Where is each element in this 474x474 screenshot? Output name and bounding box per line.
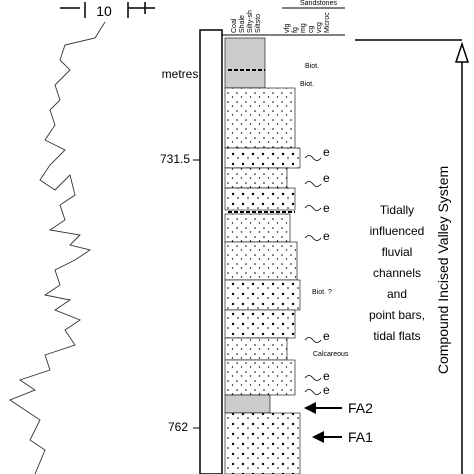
interpretation-line: channels: [373, 266, 421, 280]
annotation: e: [323, 329, 330, 343]
header-label: Microc: [324, 12, 331, 33]
depth-column: [199, 29, 223, 474]
header-group: Sandstones: [300, 0, 337, 7]
interpretation-line: Tidally: [380, 203, 414, 217]
interpretation-line: tidal flats: [373, 329, 420, 343]
header-label: mg: [300, 23, 307, 33]
header-label: Silty-sh: [247, 10, 254, 33]
system-label: Compound Incised Valley System: [435, 166, 451, 374]
annotation: e: [323, 201, 330, 215]
annotation: Biot. ?: [312, 289, 332, 296]
header-label: vcg: [316, 22, 323, 33]
annotation: Biot.: [305, 63, 319, 70]
interpretation-line: fluvial: [382, 245, 413, 259]
scale-label: 10: [96, 3, 112, 19]
annotation: e: [323, 145, 330, 159]
facies-arrows: [304, 402, 342, 443]
system-arrow: [355, 39, 470, 474]
depth-label: 731.5: [160, 152, 190, 166]
header-label: cg: [308, 26, 315, 34]
header-label: fg: [292, 27, 299, 33]
annotation: e: [323, 383, 330, 397]
header-label: Shale: [239, 15, 246, 33]
header: Sandstones Coal Shale Silty-sh Siltsto v…: [222, 0, 345, 36]
scale-bar: [60, 2, 155, 18]
annotation: e: [323, 171, 330, 185]
header-label: vfg: [284, 24, 291, 33]
lithology-column: [224, 37, 301, 474]
interpretation-line: influenced: [370, 224, 425, 238]
annotation: e: [323, 369, 330, 383]
annotation: Calcareous: [313, 351, 349, 358]
interpretation: Tidally influenced fluvial channels and …: [369, 203, 425, 343]
header-label: Coal: [231, 18, 238, 33]
header-label: Siltsto: [255, 14, 262, 33]
depth-label: 762: [168, 420, 188, 434]
facies-label: FA2: [348, 400, 373, 416]
interpretation-line: and: [387, 287, 407, 301]
facies-label: FA1: [348, 429, 373, 445]
annotation: Biot.: [300, 81, 314, 88]
annotation: e: [323, 229, 330, 243]
depth-unit: metres: [162, 67, 199, 81]
trace-fossils: [304, 155, 322, 395]
interpretation-line: point bars,: [369, 308, 425, 322]
gamma-curve: [9, 21, 106, 474]
